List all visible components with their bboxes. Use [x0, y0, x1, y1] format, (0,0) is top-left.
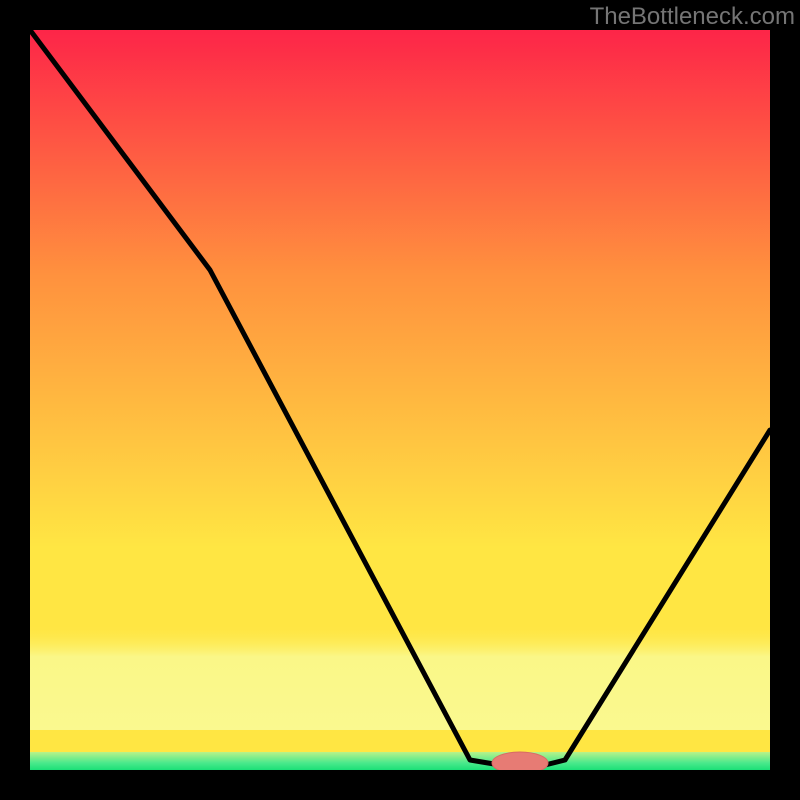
bottleneck-chart	[0, 0, 800, 800]
green-bottom-band	[30, 752, 770, 770]
watermark-text: TheBottleneck.com	[590, 3, 795, 31]
soft-yellow-band	[30, 625, 770, 730]
plot-area	[30, 30, 770, 774]
chart-stage: TheBottleneck.com	[0, 0, 800, 800]
